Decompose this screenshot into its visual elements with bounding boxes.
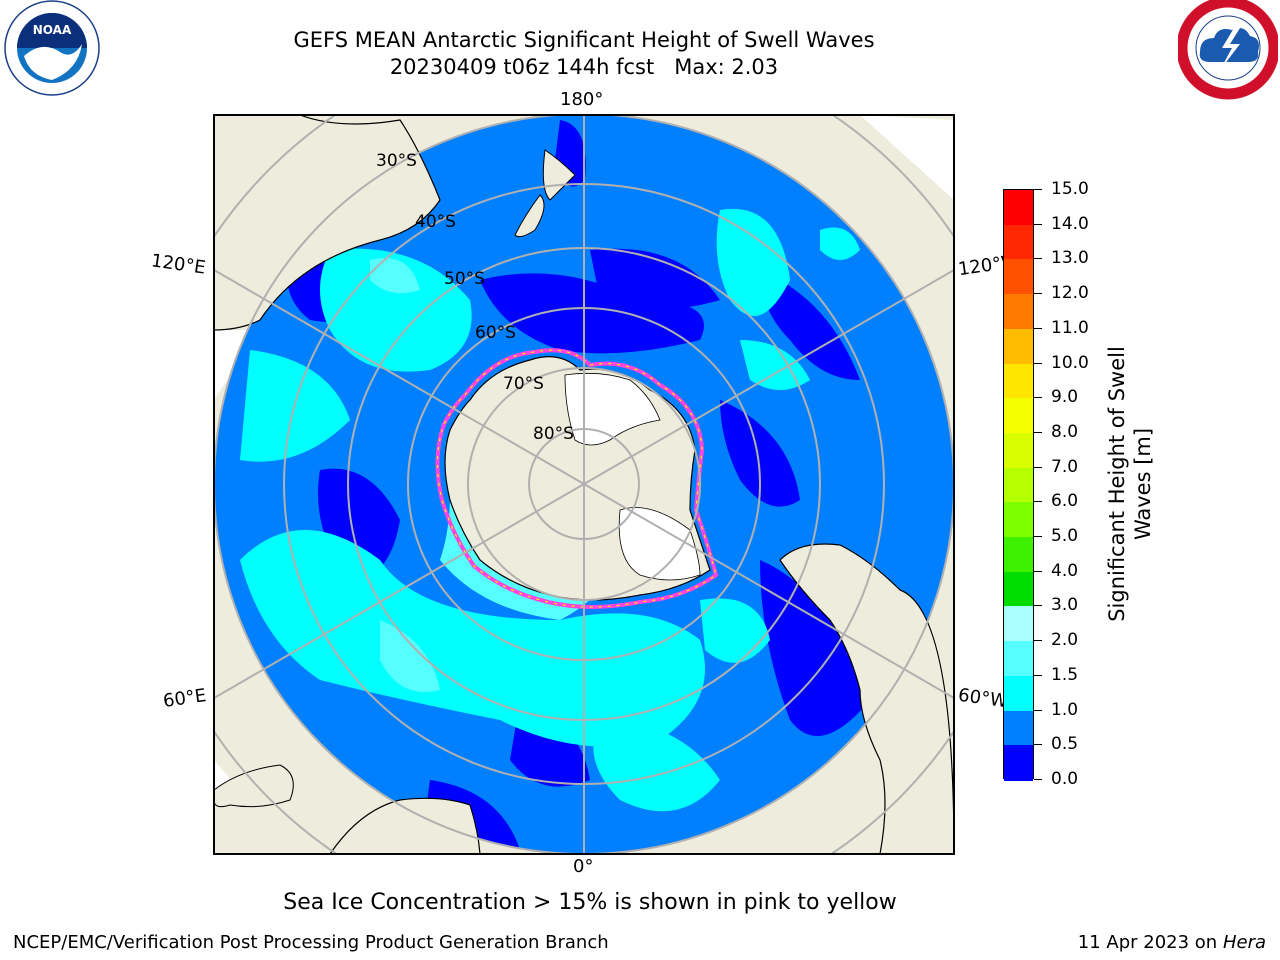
colorbar-tick-label: 10.0 — [1051, 352, 1089, 373]
colorbar-tick — [1034, 258, 1042, 260]
colorbar-tick — [1034, 223, 1042, 225]
colorbar-tick-label: 3.0 — [1051, 595, 1079, 616]
colorbar-tick-label: 11.0 — [1051, 317, 1089, 338]
colorbar-tick-label: 6.0 — [1051, 491, 1079, 512]
sea-ice-note: Sea Ice Concentration > 15% is shown in … — [283, 890, 897, 915]
colorbar-segment — [1004, 363, 1033, 400]
lon-label-180: 180° — [560, 89, 604, 110]
colorbar-tick — [1034, 431, 1042, 433]
footer-date: 11 Apr 2023 on Hera — [1078, 932, 1266, 953]
colorbar-segment — [1004, 675, 1033, 712]
colorbar-segment — [1004, 571, 1033, 608]
colorbar-tick — [1034, 466, 1042, 468]
colorbar-segment — [1004, 745, 1033, 781]
colorbar-tick-label: 12.0 — [1051, 283, 1089, 304]
colorbar-tick-label: 15.0 — [1051, 179, 1089, 199]
colorbar-segment — [1004, 710, 1033, 747]
colorbar-tick-label: 1.5 — [1051, 664, 1079, 685]
colorbar-tick — [1034, 570, 1042, 572]
colorbar-tick — [1034, 744, 1042, 746]
noaa-logo: NOAA — [4, 0, 100, 96]
colorbar-tick — [1034, 674, 1042, 676]
map-frame-border — [213, 114, 955, 855]
colorbar-tick-label: 4.0 — [1051, 560, 1079, 581]
footer-host: Hera — [1222, 932, 1266, 953]
graticule — [214, 115, 954, 854]
colorbar-segment — [1004, 467, 1033, 504]
colorbar-tick — [1034, 327, 1042, 329]
lat-label-40s: 40°S — [415, 212, 456, 232]
lat-label-50s: 50°S — [444, 269, 485, 289]
colorbar-tick — [1034, 640, 1042, 642]
noaa-logo-text: NOAA — [33, 23, 72, 37]
colorbar-segment — [1004, 432, 1033, 469]
colorbar-tick — [1034, 605, 1042, 607]
colorbar-tick-label: 9.0 — [1051, 387, 1079, 408]
colorbar-tick-label: 5.0 — [1051, 526, 1079, 547]
colorbar-segment — [1004, 328, 1033, 365]
colorbar-title-line2: Waves [m] — [1131, 427, 1155, 541]
colorbar-tick-label: 0.5 — [1051, 734, 1079, 755]
colorbar-segment — [1004, 190, 1033, 226]
colorbar-title-line1: Significant Height of Swell — [1105, 346, 1129, 622]
africa-landmass — [329, 797, 481, 854]
footer-date-text: 11 Apr 2023 on — [1077, 932, 1223, 953]
colorbar-tick-label: 1.0 — [1051, 699, 1079, 720]
colorbar-tick-label: 7.0 — [1051, 456, 1079, 477]
colorbar-tick-label: 0.0 — [1051, 769, 1079, 789]
colorbar-tick — [1034, 189, 1042, 190]
map-title-line2: 20230409 t06z 144h fcst Max: 2.03 — [389, 55, 779, 79]
colorbar-tick-label: 8.0 — [1051, 421, 1079, 442]
colorbar — [1003, 189, 1034, 781]
colorbar-tick-label: 14.0 — [1051, 213, 1089, 234]
colorbar-tick-label: 13.0 — [1051, 248, 1089, 269]
colorbar-segment — [1004, 537, 1033, 573]
nws-logo — [1178, 0, 1278, 100]
colorbar-segment — [1004, 606, 1033, 643]
lat-label-80s: 80°S — [533, 424, 574, 444]
colorbar-tick — [1034, 709, 1042, 711]
colorbar-tick — [1034, 397, 1042, 399]
colorbar-tick — [1034, 293, 1042, 295]
colorbar-segment — [1004, 398, 1033, 434]
lat-label-70s: 70°S — [503, 374, 544, 394]
colorbar-segment — [1004, 259, 1033, 296]
colorbar-segment — [1004, 641, 1033, 677]
lat-label-60s: 60°S — [475, 323, 516, 343]
colorbar-tick-label: 2.0 — [1051, 630, 1079, 651]
colorbar-tick — [1034, 501, 1042, 503]
lon-label-0: 0° — [573, 856, 594, 877]
footer-producer: NCEP/EMC/Verification Post Processing Pr… — [13, 932, 609, 953]
colorbar-segment — [1004, 224, 1033, 261]
colorbar-segment — [1004, 294, 1033, 330]
colorbar-tick — [1034, 536, 1042, 538]
map-title-line1: GEFS MEAN Antarctic Significant Height o… — [293, 28, 875, 52]
colorbar-tick — [1034, 779, 1042, 780]
colorbar-tick — [1034, 362, 1042, 364]
lat-label-30s: 30°S — [376, 151, 417, 171]
colorbar-segment — [1004, 502, 1033, 539]
